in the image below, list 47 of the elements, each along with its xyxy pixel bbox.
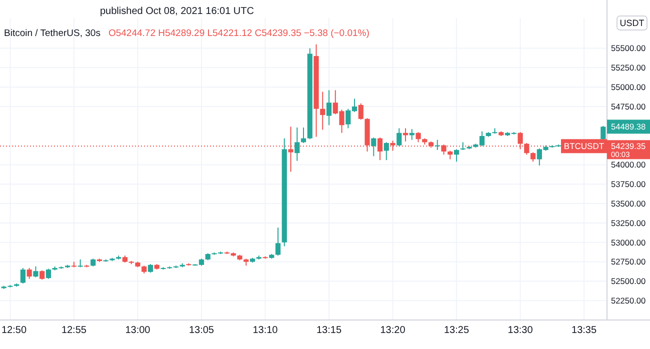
candlestick [434, 139, 440, 150]
candlestick [371, 137, 376, 157]
candlestick [20, 267, 26, 284]
candlestick [326, 90, 332, 126]
candlestick [358, 102, 364, 120]
y-tick-label: 53250.00 [611, 218, 646, 228]
y-tick-label: 54000.00 [611, 160, 646, 170]
y-tick-label: 53750.00 [611, 179, 646, 190]
y-axis-title: USDT [620, 18, 645, 28]
candlestick [530, 152, 536, 162]
x-tick-label: 13:35 [572, 325, 597, 336]
y-tick-label: 53500.00 [611, 198, 646, 208]
y-tick-label: 54750.00 [611, 101, 646, 112]
y-tick-label: 55250.00 [611, 62, 646, 73]
x-tick-label: 13:15 [316, 325, 342, 336]
candlestick [460, 142, 466, 150]
annotation: BTCUSDT [564, 141, 604, 152]
candlestick [46, 268, 52, 280]
candlestick [454, 148, 460, 162]
text: O54244.72 H54289.29 L54221.12 C54239.35 −5.38 (−0.01%) [108, 28, 370, 39]
x-tick-label: 13:20 [380, 325, 406, 336]
candlestick [275, 227, 281, 256]
x-tick-label: 13:10 [252, 325, 278, 336]
y-tick-label: 55500.00 [611, 43, 646, 54]
candlestick [416, 132, 421, 143]
text: published Oct 08, 2021 16:01 UTC [100, 6, 254, 17]
candlestick [396, 128, 402, 147]
y-tick-label: 53000.00 [611, 237, 646, 248]
candlestick [294, 126, 300, 162]
text: Bitcoin / TetherUS, 30s [4, 28, 101, 39]
y-tick-label: 52500.00 [611, 276, 646, 286]
x-tick-label: 12:55 [61, 325, 87, 336]
text: 54489.38 [611, 122, 646, 132]
candlestick [384, 142, 389, 161]
x-tick-label: 13:00 [125, 325, 151, 336]
x-tick-label: 13:05 [188, 325, 214, 336]
y-tick-label: 55000.00 [611, 82, 646, 92]
candlestick [33, 266, 38, 278]
candlestick [320, 91, 326, 130]
ref-line-label: 54239.35 [611, 141, 646, 152]
candlestick [26, 267, 32, 280]
candlestick [40, 270, 45, 280]
x-tick-label: 13:25 [444, 325, 470, 336]
x-tick-label: 13:30 [508, 325, 534, 336]
y-tick-label: 52750.00 [611, 256, 646, 267]
y-tick-label: 52250.00 [611, 295, 646, 306]
x-tick-label: 12:50 [1, 325, 27, 336]
